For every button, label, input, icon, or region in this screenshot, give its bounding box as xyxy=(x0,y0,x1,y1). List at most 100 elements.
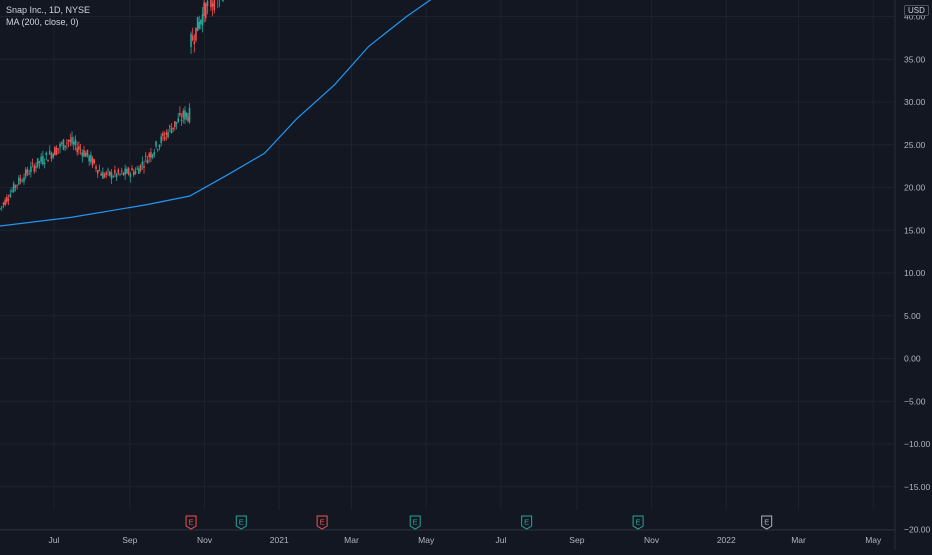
event-marker-earnings[interactable]: E xyxy=(185,515,197,530)
candle-body xyxy=(201,14,204,26)
candle-body xyxy=(190,33,192,48)
candle-body xyxy=(182,111,185,118)
candle-body xyxy=(210,0,212,8)
candle-body xyxy=(146,159,149,164)
candle-body xyxy=(150,152,152,158)
candle-body xyxy=(16,184,18,186)
candle-body xyxy=(156,149,159,151)
event-marker-dividend[interactable]: E xyxy=(521,515,533,530)
candle-body xyxy=(38,161,41,163)
x-tick-label: 2021 xyxy=(270,535,289,545)
candle-body xyxy=(117,169,120,174)
candle-body xyxy=(24,169,27,177)
candle-body xyxy=(67,140,70,142)
currency-badge[interactable]: USD xyxy=(904,5,929,16)
candle-body xyxy=(62,139,65,150)
candle-body xyxy=(74,139,77,146)
candle-body xyxy=(115,173,118,178)
candle-body xyxy=(98,169,101,171)
candle-body xyxy=(33,165,36,172)
candle-body xyxy=(204,3,207,19)
candle-body xyxy=(110,172,113,179)
candle-body xyxy=(54,147,56,156)
event-marker-dividend[interactable]: E xyxy=(235,515,247,530)
candle-body xyxy=(175,122,178,124)
candle-body xyxy=(160,136,162,143)
event-badge-shape xyxy=(185,515,197,530)
x-tick-label: Nov xyxy=(197,535,213,545)
candle-body xyxy=(2,202,5,205)
candle-body xyxy=(42,156,44,165)
candle-body xyxy=(28,173,30,175)
candle-body xyxy=(129,173,132,178)
candles-group xyxy=(0,0,224,211)
candle-body xyxy=(91,157,94,166)
candle-body xyxy=(139,164,142,171)
x-tick-label: Mar xyxy=(791,535,806,545)
candle-body xyxy=(81,152,84,157)
candle-body xyxy=(71,137,73,144)
y-tick-label: −5.00 xyxy=(904,396,926,406)
event-badge-label: E xyxy=(239,518,244,527)
candle-body xyxy=(90,154,92,163)
candle-body xyxy=(184,110,186,120)
candle-body xyxy=(119,173,121,175)
candle-body xyxy=(78,146,80,150)
x-tick-label: Sep xyxy=(569,535,584,545)
candle-body xyxy=(213,0,216,11)
x-tick-label: Nov xyxy=(644,535,660,545)
candle-body xyxy=(21,181,24,183)
event-badge-label: E xyxy=(764,518,769,527)
y-tick-label: 30.00 xyxy=(904,97,926,107)
candle-body xyxy=(14,185,17,188)
candle-body xyxy=(19,178,22,181)
candle-body xyxy=(72,141,75,145)
x-tick-label: Mar xyxy=(344,535,359,545)
ma-200-line xyxy=(0,0,432,227)
candle-body xyxy=(187,116,189,121)
x-tick-label: Jul xyxy=(495,535,506,545)
candle-body xyxy=(172,127,174,130)
candle-body xyxy=(0,208,1,210)
candle-body xyxy=(155,141,157,147)
y-tick-label: 15.00 xyxy=(904,225,926,235)
event-badge-shape xyxy=(761,515,773,530)
y-tick-label: 35.00 xyxy=(904,54,926,64)
event-marker-dividend[interactable]: E xyxy=(409,515,421,530)
candle-body xyxy=(100,173,102,176)
candle-body xyxy=(60,142,63,144)
candle-body xyxy=(188,107,191,123)
candle-body xyxy=(191,35,194,41)
event-badge-shape xyxy=(409,515,421,530)
candle-body xyxy=(143,165,145,168)
candle-body xyxy=(222,0,224,1)
candle-body xyxy=(57,148,60,150)
candle-body xyxy=(23,177,25,182)
candle-body xyxy=(138,168,140,174)
candle-body xyxy=(195,27,197,41)
event-badge-label: E xyxy=(524,518,529,527)
candle-body xyxy=(168,125,171,128)
event-marker-earnings[interactable]: E xyxy=(316,515,328,530)
event-badge-shape xyxy=(632,515,644,530)
candle-body xyxy=(31,162,34,164)
candle-body xyxy=(120,170,123,172)
candle-body xyxy=(132,171,135,176)
y-tick-label: −10.00 xyxy=(904,439,931,449)
y-tick-label: −20.00 xyxy=(904,525,931,535)
candle-body xyxy=(136,168,138,170)
candle-body xyxy=(36,158,39,167)
candle-body xyxy=(40,156,42,162)
event-marker-future[interactable]: E xyxy=(761,515,773,530)
candle-body xyxy=(124,168,126,175)
candle-body xyxy=(86,149,89,156)
x-tick-label: Jul xyxy=(48,535,59,545)
candle-body xyxy=(0,206,3,208)
candle-body xyxy=(148,153,150,158)
candle-body xyxy=(79,149,82,151)
event-marker-dividend[interactable]: E xyxy=(632,515,644,530)
event-badge-label: E xyxy=(636,518,641,527)
x-tick-label: 2022 xyxy=(717,535,736,545)
